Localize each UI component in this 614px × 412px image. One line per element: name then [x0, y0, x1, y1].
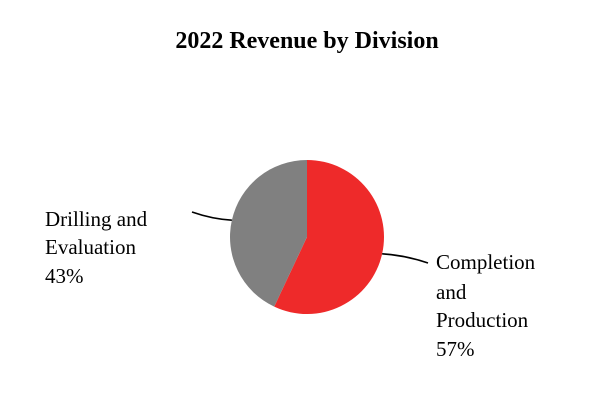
leader-lines	[191, 211, 429, 264]
slice-label-completion-line-1: Completion	[436, 250, 536, 274]
leader-line-completion	[382, 252, 429, 264]
leader-line-drilling	[191, 211, 232, 222]
pie-slices	[230, 160, 385, 314]
slice-label-completion-line-3: Production	[436, 308, 529, 332]
pie-slice-completion	[274, 160, 385, 314]
chart-title: 2022 Revenue by Division	[175, 28, 438, 54]
pie-slice-drilling	[230, 160, 307, 307]
slice-label-drilling-line-1: Drilling and	[45, 207, 148, 231]
slice-label-drilling-line-2: Evaluation	[45, 235, 136, 259]
slice-label-completion-line-2: and	[436, 280, 467, 304]
slice-percent-completion: 57%	[436, 337, 475, 361]
slice-percent-drilling: 43%	[45, 264, 84, 288]
